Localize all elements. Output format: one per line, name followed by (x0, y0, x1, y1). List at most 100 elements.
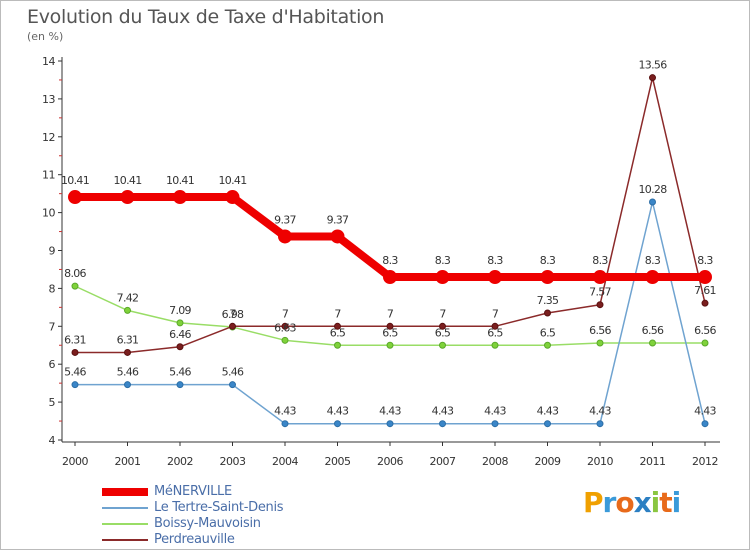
data-label: 13.56 (639, 59, 668, 72)
data-label: 7 (334, 307, 341, 320)
legend-label: Le Tertre-Saint-Denis (154, 500, 284, 515)
data-point (229, 322, 236, 330)
data-point (435, 270, 450, 285)
data-point (68, 190, 82, 205)
data-label: 6.5 (382, 326, 398, 339)
data-point (544, 341, 551, 349)
data-label: 6.5 (487, 326, 503, 339)
data-label: 8.3 (435, 254, 451, 267)
x-tick-label: 2008 (482, 455, 508, 468)
y-tick-label: 11 (42, 169, 55, 182)
data-point (649, 339, 656, 347)
data-label: 8.3 (540, 254, 556, 267)
data-label: 5.46 (222, 366, 244, 379)
data-label: 7 (492, 307, 499, 320)
x-tick-label: 2002 (167, 455, 193, 468)
y-tick-label: 6 (49, 358, 56, 371)
y-tick-label: 13 (42, 93, 55, 106)
data-point (491, 341, 499, 349)
legend-swatch (102, 507, 148, 509)
data-label: 9.37 (327, 213, 349, 226)
data-point (278, 229, 292, 244)
data-point (649, 198, 656, 206)
data-point (596, 301, 604, 309)
data-point (71, 282, 79, 290)
data-point (225, 190, 240, 205)
data-point (120, 190, 135, 205)
data-label: 10.41 (166, 174, 194, 187)
data-point (645, 270, 660, 285)
data-label: 4.43 (484, 405, 506, 418)
proxiti-logo: Proxiti (583, 486, 681, 519)
data-label: 6.56 (589, 324, 611, 337)
data-label: 7.09 (169, 304, 191, 317)
x-tick-label: 2012 (692, 455, 718, 468)
legend-swatch (102, 539, 148, 541)
legend-label: MéNERVILLE (154, 484, 232, 499)
data-point (330, 229, 345, 244)
data-label: 8.3 (645, 254, 661, 267)
data-point (71, 348, 79, 356)
data-label: 6.31 (64, 333, 86, 346)
x-tick-label: 2007 (430, 455, 456, 468)
data-point (386, 341, 394, 349)
data-label: 7 (282, 307, 289, 320)
data-point (176, 319, 184, 327)
data-point (698, 270, 712, 285)
y-tick-label: 12 (42, 131, 55, 144)
data-label: 7 (229, 307, 236, 320)
data-label: 8.06 (64, 267, 86, 280)
data-label: 7.42 (117, 291, 139, 304)
x-tick-label: 2006 (377, 455, 403, 468)
data-label: 6.56 (694, 324, 716, 337)
data-label: 9.37 (274, 213, 296, 226)
data-point (540, 270, 555, 285)
y-tick-label: 7 (49, 320, 56, 333)
data-point (596, 420, 604, 428)
data-point (649, 74, 656, 82)
chart-subtitle: (en %) (27, 30, 64, 43)
x-tick-label: 2009 (535, 455, 561, 468)
data-label: 10.28 (639, 183, 668, 196)
data-point (229, 381, 236, 389)
data-point (71, 381, 79, 389)
data-label: 6.46 (169, 328, 191, 341)
y-tick-label: 10 (42, 207, 55, 220)
x-tick-label: 2011 (640, 455, 666, 468)
data-label: 4.43 (327, 405, 349, 418)
data-point (701, 339, 709, 347)
data-point (386, 322, 394, 330)
data-label: 7.35 (537, 294, 559, 307)
data-point (124, 306, 131, 314)
data-point (281, 336, 289, 344)
legend-swatch (102, 488, 148, 496)
y-tick-label: 8 (49, 282, 56, 295)
data-label: 6.98 (222, 308, 244, 321)
data-label: 8.3 (697, 254, 713, 267)
x-tick-label: 2010 (587, 455, 613, 468)
data-point (281, 420, 289, 428)
chart-title: Evolution du Taux de Taxe d'Habitation (27, 6, 385, 28)
data-point (173, 190, 187, 205)
data-point (176, 343, 184, 351)
data-point (701, 299, 709, 307)
data-label: 10.41 (219, 174, 247, 187)
data-label: 6.63 (274, 321, 296, 334)
data-label: 6.5 (330, 326, 346, 339)
data-label: 4.43 (537, 405, 559, 418)
data-label: 5.46 (117, 366, 139, 379)
data-point (383, 270, 397, 285)
data-label: 6.56 (642, 324, 664, 337)
data-point (439, 420, 446, 428)
data-point (386, 420, 394, 428)
data-label: 8.3 (487, 254, 503, 267)
data-label: 8.3 (382, 254, 398, 267)
data-label: 7.61 (694, 284, 716, 297)
y-tick-label: 4 (49, 434, 56, 447)
data-point (124, 381, 131, 389)
legend-label: Perdreauville (154, 532, 235, 547)
data-point (544, 309, 551, 317)
x-tick-label: 2003 (220, 455, 246, 468)
data-point (488, 270, 502, 285)
data-point (593, 270, 607, 285)
